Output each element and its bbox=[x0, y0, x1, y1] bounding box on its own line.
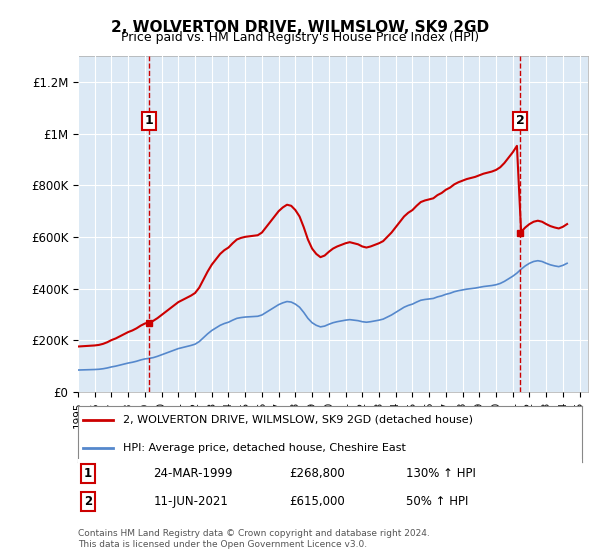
Text: 1: 1 bbox=[145, 114, 153, 127]
Text: Contains HM Land Registry data © Crown copyright and database right 2024.
This d: Contains HM Land Registry data © Crown c… bbox=[78, 529, 430, 549]
Text: 50% ↑ HPI: 50% ↑ HPI bbox=[406, 494, 468, 507]
Text: Price paid vs. HM Land Registry's House Price Index (HPI): Price paid vs. HM Land Registry's House … bbox=[121, 31, 479, 44]
Text: 130% ↑ HPI: 130% ↑ HPI bbox=[406, 467, 475, 480]
Text: HPI: Average price, detached house, Cheshire East: HPI: Average price, detached house, Ches… bbox=[124, 443, 406, 453]
Text: 2, WOLVERTON DRIVE, WILMSLOW, SK9 2GD: 2, WOLVERTON DRIVE, WILMSLOW, SK9 2GD bbox=[111, 20, 489, 35]
Text: 2: 2 bbox=[84, 494, 92, 507]
Text: 2, WOLVERTON DRIVE, WILMSLOW, SK9 2GD (detached house): 2, WOLVERTON DRIVE, WILMSLOW, SK9 2GD (d… bbox=[124, 415, 473, 425]
Text: £615,000: £615,000 bbox=[290, 494, 346, 507]
Text: £268,800: £268,800 bbox=[290, 467, 346, 480]
Text: 2: 2 bbox=[516, 114, 524, 127]
Text: 11-JUN-2021: 11-JUN-2021 bbox=[154, 494, 229, 507]
Text: 1: 1 bbox=[84, 467, 92, 480]
Text: 24-MAR-1999: 24-MAR-1999 bbox=[154, 467, 233, 480]
